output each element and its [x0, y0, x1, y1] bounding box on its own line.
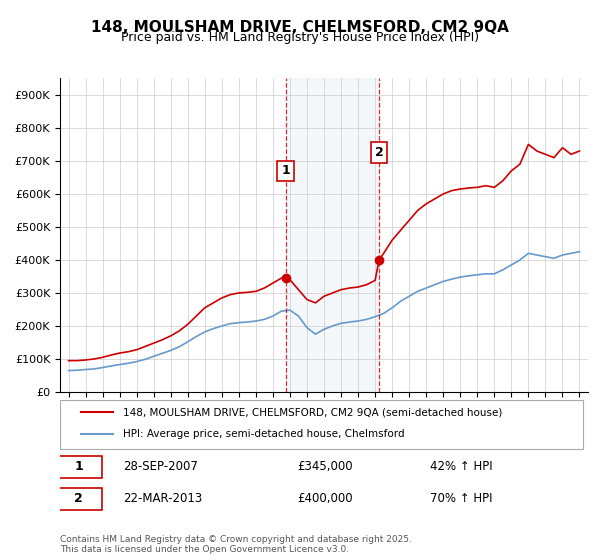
Text: 148, MOULSHAM DRIVE, CHELMSFORD, CM2 9QA (semi-detached house): 148, MOULSHAM DRIVE, CHELMSFORD, CM2 9QA… [124, 408, 503, 418]
Text: 42% ↑ HPI: 42% ↑ HPI [430, 460, 492, 473]
Text: Contains HM Land Registry data © Crown copyright and database right 2025.
This d: Contains HM Land Registry data © Crown c… [60, 535, 412, 554]
FancyBboxPatch shape [55, 456, 102, 478]
Text: £345,000: £345,000 [298, 460, 353, 473]
FancyBboxPatch shape [60, 400, 583, 449]
Bar [286, 78, 379, 392]
Text: 1: 1 [281, 164, 290, 178]
FancyBboxPatch shape [55, 488, 102, 510]
Text: 28-SEP-2007: 28-SEP-2007 [124, 460, 198, 473]
Text: Price paid vs. HM Land Registry's House Price Index (HPI): Price paid vs. HM Land Registry's House … [121, 31, 479, 44]
Text: 22-MAR-2013: 22-MAR-2013 [124, 492, 203, 505]
Text: 148, MOULSHAM DRIVE, CHELMSFORD, CM2 9QA: 148, MOULSHAM DRIVE, CHELMSFORD, CM2 9QA [91, 20, 509, 35]
Text: 1: 1 [74, 460, 83, 473]
Text: 2: 2 [374, 146, 383, 159]
Text: £400,000: £400,000 [298, 492, 353, 505]
Text: HPI: Average price, semi-detached house, Chelmsford: HPI: Average price, semi-detached house,… [124, 430, 405, 439]
Text: 2: 2 [74, 492, 83, 505]
Text: 70% ↑ HPI: 70% ↑ HPI [430, 492, 492, 505]
